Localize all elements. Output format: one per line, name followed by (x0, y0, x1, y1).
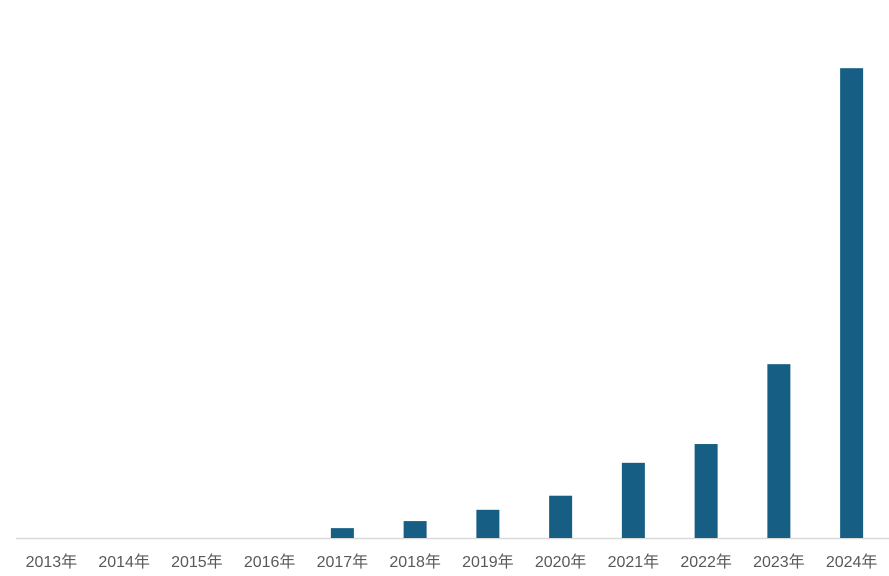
x-tick-label: 2020年 (535, 553, 587, 571)
bar (621, 462, 645, 538)
x-tick-label: 2024年 (826, 553, 878, 571)
x-tick-label: 2014年 (98, 553, 150, 571)
x-tick-label: 2023年 (753, 553, 805, 571)
bar (403, 521, 427, 538)
x-tick-label: 2021年 (608, 553, 660, 571)
bar (549, 495, 573, 538)
x-tick-label: 2013年 (26, 553, 78, 571)
bar (330, 528, 354, 538)
bar (767, 364, 791, 538)
bar (476, 509, 500, 538)
bar (694, 444, 718, 538)
x-tick-label: 2016年 (244, 553, 296, 571)
x-tick-label: 2015年 (171, 553, 223, 571)
x-tick-label: 2022年 (680, 553, 732, 571)
x-tick-label: 2019年 (462, 553, 514, 571)
x-tick-label: 2018年 (389, 553, 441, 571)
x-tick-label: 2017年 (317, 553, 369, 571)
bar (840, 68, 864, 538)
